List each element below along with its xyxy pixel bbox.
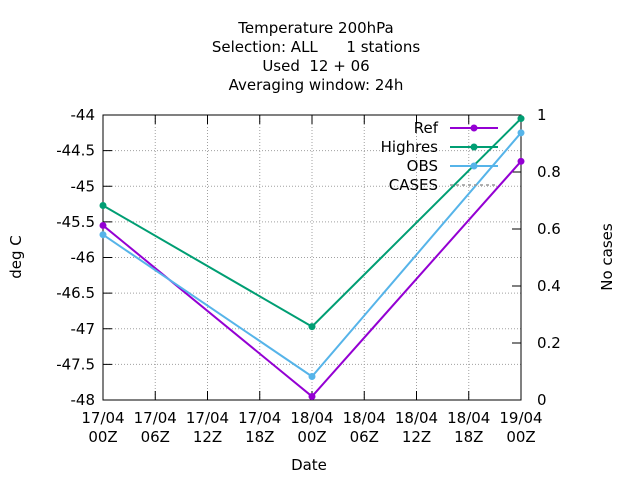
data-point-obs — [517, 129, 525, 137]
x-tick-label-date: 18/04 — [395, 409, 438, 427]
legend-marker-ref — [470, 124, 478, 132]
series-layer — [99, 115, 525, 400]
x-tick-label-time: 00Z — [88, 428, 117, 446]
y-tick-label: -46.5 — [56, 284, 95, 302]
y-tick-label: -44.5 — [56, 142, 95, 160]
legend-label-ref: Ref — [414, 119, 439, 137]
y2-tick-label: 0 — [537, 391, 547, 409]
legend-label-highres: Highres — [381, 138, 439, 156]
x-tick-label-time: 18Z — [245, 428, 274, 446]
y-tick-label: -47.5 — [56, 355, 95, 373]
x-tick-label-time: 00Z — [506, 428, 535, 446]
y2-tick-label: 0.4 — [537, 277, 561, 295]
y2-tick-label: 0.8 — [537, 163, 561, 181]
x-tick-label-time: 06Z — [350, 428, 379, 446]
legend-marker-highres — [470, 143, 478, 151]
title-line-1: Temperature 200hPa — [237, 19, 394, 37]
x-axis-label: Date — [291, 456, 327, 474]
x-tick-label-date: 17/04 — [238, 409, 281, 427]
x-tick-label-time: 12Z — [193, 428, 222, 446]
y-tick-label: -44 — [71, 106, 96, 124]
x-tick-label-date: 17/04 — [81, 409, 124, 427]
y2-axis-label: No cases — [598, 223, 616, 291]
x-tick-label-date: 18/04 — [290, 409, 333, 427]
x-tick-label-date: 18/04 — [447, 409, 490, 427]
y-tick-label: -46 — [71, 249, 96, 267]
title-line-3: Used 12 + 06 — [262, 57, 369, 75]
y-tick-label: -48 — [71, 391, 96, 409]
x-tick-label-date: 17/04 — [134, 409, 177, 427]
grid — [103, 115, 521, 400]
data-point-highres — [308, 323, 316, 331]
y2-tick-label: 0.6 — [537, 220, 561, 238]
title-line-4: Averaging window: 24h — [229, 76, 404, 94]
x-axis: 17/0400Z17/0406Z17/0412Z17/0418Z18/0400Z… — [81, 115, 543, 446]
y2-tick-label: 0.2 — [537, 334, 561, 352]
y-tick-label: -47 — [71, 320, 96, 338]
y2-axis: 1 0.8 0.6 0.4 0.2 0 — [512, 106, 561, 409]
chart-title: Temperature 200hPa Selection: ALL 1 stat… — [212, 19, 420, 94]
title-line-2: Selection: ALL 1 stations — [212, 38, 420, 56]
legend-label-obs: OBS — [407, 157, 438, 175]
x-tick-label-time: 00Z — [297, 428, 326, 446]
y-tick-label: -45.5 — [56, 213, 95, 231]
data-point-ref — [517, 157, 525, 165]
data-point-highres — [99, 201, 107, 209]
legend-label-cases: CASES — [389, 176, 438, 194]
y-axis-label: deg C — [7, 235, 25, 279]
data-point-ref — [308, 392, 316, 400]
x-tick-label-time: 18Z — [454, 428, 483, 446]
x-tick-label-time: 06Z — [141, 428, 170, 446]
x-tick-label-time: 12Z — [402, 428, 431, 446]
data-point-ref — [99, 221, 107, 229]
legend-marker-obs — [470, 162, 478, 170]
data-point-obs — [99, 231, 107, 239]
y2-tick-label: 1 — [537, 106, 547, 124]
x-tick-label-date: 18/04 — [343, 409, 386, 427]
y-axis: -44 -44.5 -45 -45.5 -46 -46.5 -47 -47.5 -48 — [56, 106, 112, 409]
y-tick-label: -45 — [71, 177, 96, 195]
data-point-obs — [308, 372, 316, 380]
x-tick-label-date: 19/04 — [499, 409, 542, 427]
data-point-highres — [517, 115, 525, 123]
x-tick-label-date: 17/04 — [186, 409, 229, 427]
